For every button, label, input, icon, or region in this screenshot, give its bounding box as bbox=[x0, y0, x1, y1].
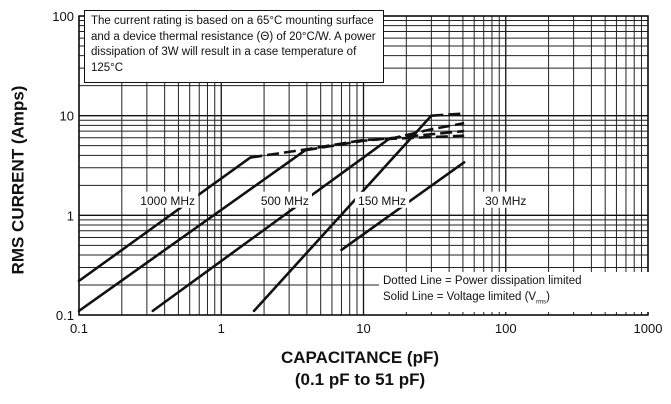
series-solid-150-mhz bbox=[151, 137, 390, 313]
series-solid-500-mhz bbox=[77, 148, 307, 313]
series-dashed-150-mhz bbox=[388, 121, 465, 141]
series-solid-30-mhz bbox=[252, 114, 433, 313]
y-tick-label: 1 bbox=[67, 208, 74, 223]
chart-note: The current rating is based on a 65°C mo… bbox=[84, 10, 384, 83]
series-solid-1000-mhz bbox=[77, 156, 252, 283]
series-label: 500 MHz bbox=[261, 194, 309, 208]
y-tick-label: 0.1 bbox=[56, 308, 74, 323]
series-dashed-30-mhz bbox=[431, 112, 465, 117]
series-label-bg bbox=[482, 191, 530, 208]
legend-solid-prefix: Solid Line = Voltage limited (V bbox=[383, 291, 537, 303]
x-axis-sublabel: (0.1 pF to 51 pF) bbox=[294, 370, 426, 389]
y-tick-label: 10 bbox=[60, 109, 74, 124]
x-tick-label: 1000 bbox=[634, 321, 663, 336]
series-label-bg bbox=[137, 191, 199, 208]
y-axis-label: RMS CURRENT (Amps) bbox=[8, 85, 28, 275]
series-label: 1000 MHz bbox=[140, 194, 195, 208]
legend-dotted-line: Dotted Line = Power dissipation limited bbox=[383, 275, 582, 287]
x-tick-label: 1 bbox=[218, 321, 225, 336]
series-label: 30 MHz bbox=[485, 194, 526, 208]
y-tick-label: 100 bbox=[52, 9, 74, 24]
series-dashed-1000-mhz bbox=[250, 134, 465, 159]
line-style-legend: Dotted Line = Power dissipation limited … bbox=[379, 272, 655, 313]
series-label: 150 MHz bbox=[358, 194, 406, 208]
x-axis-label: CAPACITANCE (pF) bbox=[280, 348, 439, 367]
x-tick-label: 100 bbox=[495, 321, 517, 336]
series-dashed-500-mhz bbox=[305, 129, 465, 152]
y-axis-label-wrap: RMS CURRENT (Amps) bbox=[4, 40, 32, 320]
legend-solid-sub: rms bbox=[536, 299, 547, 306]
legend-solid-suffix: ) bbox=[546, 291, 550, 303]
x-tick-label: 10 bbox=[356, 321, 370, 336]
series-label-bg bbox=[257, 191, 313, 208]
x-tick-label: 0.1 bbox=[70, 321, 88, 336]
series-label-bg bbox=[354, 191, 410, 208]
legend-solid-line: Solid Line = Voltage limited (Vrms) bbox=[383, 289, 651, 310]
